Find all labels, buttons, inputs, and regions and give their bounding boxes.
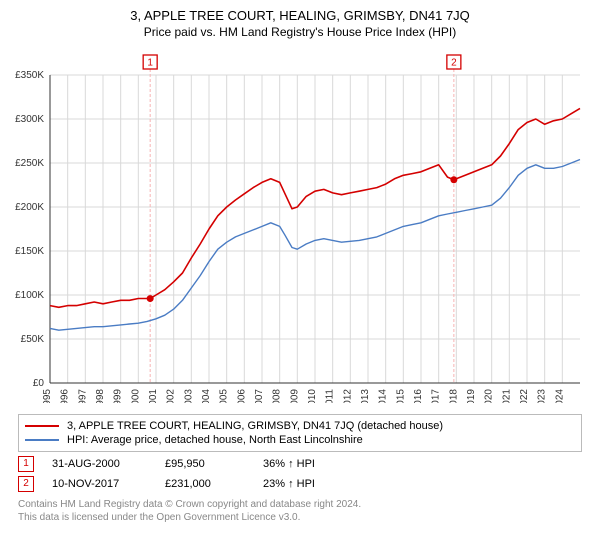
footnote: Contains HM Land Registry data © Crown c…: [18, 498, 582, 524]
svg-text:£150K: £150K: [15, 246, 44, 257]
sale-delta: 36% ↑ HPI: [263, 458, 315, 470]
svg-text:2013: 2013: [360, 389, 371, 403]
footnote-line: This data is licensed under the Open Gov…: [18, 511, 582, 524]
svg-text:2012: 2012: [342, 389, 353, 403]
sale-delta: 23% ↑ HPI: [263, 478, 315, 490]
sale-date: 10-NOV-2017: [52, 478, 147, 490]
svg-text:2010: 2010: [307, 389, 318, 403]
legend-label: 3, APPLE TREE COURT, HEALING, GRIMSBY, D…: [67, 420, 443, 432]
svg-text:2003: 2003: [183, 389, 194, 403]
svg-text:£100K: £100K: [15, 290, 44, 301]
legend-item: 3, APPLE TREE COURT, HEALING, GRIMSBY, D…: [25, 419, 575, 433]
sale-record: 2 10-NOV-2017 £231,000 23% ↑ HPI: [18, 476, 582, 492]
sale-record: 1 31-AUG-2000 £95,950 36% ↑ HPI: [18, 456, 582, 472]
svg-text:2014: 2014: [378, 389, 389, 403]
svg-text:£200K: £200K: [15, 202, 44, 213]
svg-text:1997: 1997: [77, 389, 88, 403]
sale-marker-box: 1: [18, 456, 34, 472]
svg-text:2017: 2017: [431, 389, 442, 403]
sale-price: £231,000: [165, 478, 245, 490]
svg-text:2001: 2001: [148, 389, 159, 403]
legend: 3, APPLE TREE COURT, HEALING, GRIMSBY, D…: [18, 414, 582, 452]
svg-text:1998: 1998: [95, 389, 106, 403]
svg-text:2022: 2022: [519, 389, 530, 403]
svg-text:2004: 2004: [201, 389, 212, 403]
svg-text:£0: £0: [33, 378, 45, 389]
svg-text:2019: 2019: [466, 389, 477, 403]
svg-text:2011: 2011: [325, 389, 336, 403]
svg-text:£50K: £50K: [21, 334, 45, 345]
chart-area: £0 £50K £100K £150K £200K £250K £300K £350K 1995…: [8, 43, 592, 408]
svg-text:£300K: £300K: [15, 114, 44, 125]
svg-text:2018: 2018: [448, 389, 459, 403]
sale-price: £95,950: [165, 458, 245, 470]
svg-text:2006: 2006: [236, 389, 247, 403]
legend-swatch: [25, 439, 59, 441]
svg-text:1999: 1999: [113, 389, 124, 403]
legend-item: HPI: Average price, detached house, Nort…: [25, 433, 575, 447]
svg-text:2015: 2015: [395, 389, 406, 403]
svg-text:2023: 2023: [537, 389, 548, 403]
svg-text:1995: 1995: [42, 389, 53, 403]
footnote-line: Contains HM Land Registry data © Crown c…: [18, 498, 582, 511]
sale-date: 31-AUG-2000: [52, 458, 147, 470]
svg-text:£250K: £250K: [15, 158, 44, 169]
svg-text:2008: 2008: [272, 389, 283, 403]
svg-text:2009: 2009: [289, 389, 300, 403]
price-chart: £0 £50K £100K £150K £200K £250K £300K £350K 1995…: [8, 43, 592, 403]
svg-text:2016: 2016: [413, 389, 424, 403]
svg-text:2007: 2007: [254, 389, 265, 403]
svg-text:1: 1: [147, 58, 153, 69]
svg-text:2021: 2021: [501, 389, 512, 403]
svg-text:2000: 2000: [130, 389, 141, 403]
svg-text:2002: 2002: [166, 389, 177, 403]
svg-text:£350K: £350K: [15, 70, 44, 81]
chart-title: 3, APPLE TREE COURT, HEALING, GRIMSBY, D…: [8, 8, 592, 23]
svg-text:2020: 2020: [484, 389, 495, 403]
chart-subtitle: Price paid vs. HM Land Registry's House …: [8, 25, 592, 39]
legend-label: HPI: Average price, detached house, Nort…: [67, 434, 363, 446]
svg-text:2005: 2005: [219, 389, 230, 403]
svg-text:1996: 1996: [60, 389, 71, 403]
svg-text:2: 2: [451, 58, 457, 69]
legend-swatch: [25, 425, 59, 427]
svg-text:2024: 2024: [554, 389, 565, 403]
sale-marker-box: 2: [18, 476, 34, 492]
